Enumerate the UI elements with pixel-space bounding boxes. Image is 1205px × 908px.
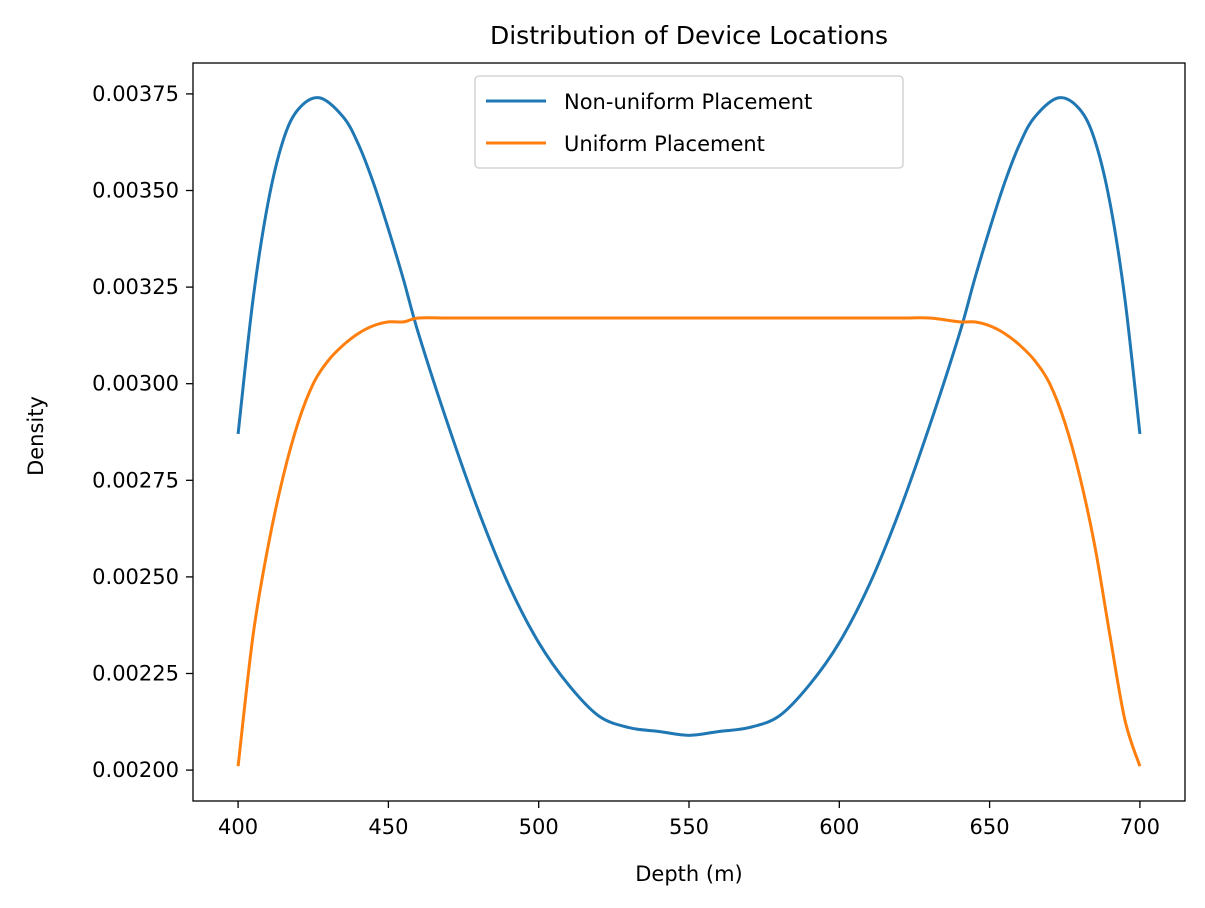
x-tick-label: 700 xyxy=(1120,815,1160,839)
series-line-uniform xyxy=(236,316,1142,767)
y-axis-label: Density xyxy=(24,396,48,476)
legend-label: Uniform Placement xyxy=(564,132,765,156)
x-tick-label: 400 xyxy=(218,815,258,839)
y-tick-label: 0.00300 xyxy=(92,372,179,396)
series-layer xyxy=(236,96,1142,767)
y-tick-label: 0.00225 xyxy=(92,661,179,685)
y-tick-label: 0.00200 xyxy=(92,758,179,782)
y-tick-label: 0.00275 xyxy=(92,468,179,492)
y-tick-label: 0.00250 xyxy=(92,565,179,589)
x-tick-label: 450 xyxy=(368,815,408,839)
legend-label: Non-uniform Placement xyxy=(564,90,812,114)
x-tick-label: 550 xyxy=(669,815,709,839)
x-axis-label: Depth (m) xyxy=(635,862,742,886)
y-axis: 0.00200 0.00225 0.00250 0.00275 0.00300 0.003… xyxy=(92,82,193,782)
x-axis: 400 450 500 550 600 650 700 xyxy=(218,801,1160,839)
series-line-non-uniform xyxy=(236,96,1142,737)
x-tick-label: 600 xyxy=(819,815,859,839)
legend: Non-uniform Placement Uniform Placement xyxy=(474,75,904,169)
x-tick-label: 500 xyxy=(519,815,559,839)
y-tick-label: 0.00325 xyxy=(92,275,179,299)
y-tick-label: 0.00375 xyxy=(92,82,179,106)
y-tick-label: 0.00350 xyxy=(92,179,179,203)
legend-box xyxy=(474,75,904,169)
x-tick-label: 650 xyxy=(970,815,1010,839)
chart-title: Distribution of Device Locations xyxy=(490,21,888,50)
